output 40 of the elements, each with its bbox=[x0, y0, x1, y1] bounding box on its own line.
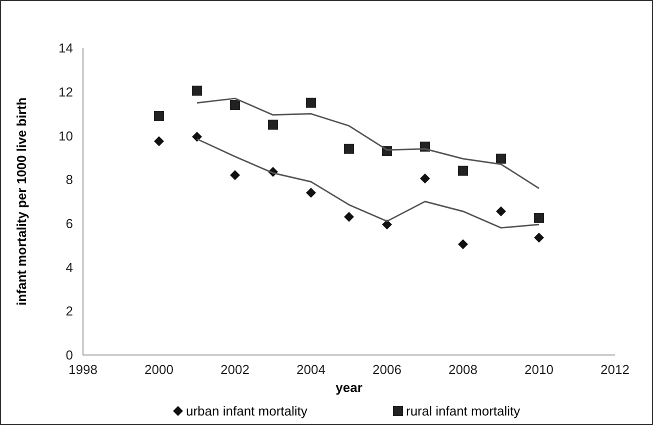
point bbox=[192, 132, 202, 142]
y-tick-label: 10 bbox=[58, 128, 73, 144]
point bbox=[230, 100, 240, 110]
x-tick-label: 2000 bbox=[144, 362, 174, 377]
x-axis-title: year bbox=[336, 380, 362, 395]
legend-label: rural infant mortality bbox=[406, 404, 521, 419]
point bbox=[534, 212, 544, 223]
point bbox=[192, 86, 202, 96]
point bbox=[458, 239, 468, 250]
point bbox=[344, 212, 354, 222]
x-tick-label: 2002 bbox=[220, 362, 250, 377]
x-tick-label: 1998 bbox=[68, 362, 98, 377]
y-tick-label: 8 bbox=[66, 172, 73, 188]
point bbox=[496, 154, 506, 164]
y-tick-label: 4 bbox=[66, 260, 73, 275]
point bbox=[154, 136, 164, 146]
x-tick-label: 2004 bbox=[296, 362, 326, 377]
y-tick-label: 0 bbox=[66, 348, 73, 363]
y-tick-label: 12 bbox=[58, 84, 73, 100]
y-tick-label: 14 bbox=[58, 40, 73, 56]
point bbox=[268, 120, 278, 130]
line-series bbox=[196, 98, 540, 190]
point bbox=[344, 144, 354, 154]
point bbox=[306, 188, 316, 198]
x-tick-label: 2010 bbox=[524, 362, 554, 377]
point bbox=[306, 98, 316, 108]
point bbox=[496, 206, 506, 216]
x-tick-label: 2008 bbox=[448, 362, 478, 377]
y-tick-label: 6 bbox=[66, 216, 73, 231]
point bbox=[154, 110, 164, 121]
point bbox=[420, 173, 430, 184]
point bbox=[382, 220, 392, 230]
x-tick-label: 2006 bbox=[372, 362, 402, 377]
point bbox=[534, 232, 544, 243]
legend-label: urban infant mortality bbox=[186, 404, 308, 419]
y-axis-title: infant mortality per 1000 live birth bbox=[14, 97, 29, 306]
y-tick-label: 2 bbox=[66, 304, 73, 319]
point bbox=[230, 170, 240, 180]
point bbox=[458, 166, 468, 176]
x-tick-label: 2012 bbox=[600, 362, 630, 377]
